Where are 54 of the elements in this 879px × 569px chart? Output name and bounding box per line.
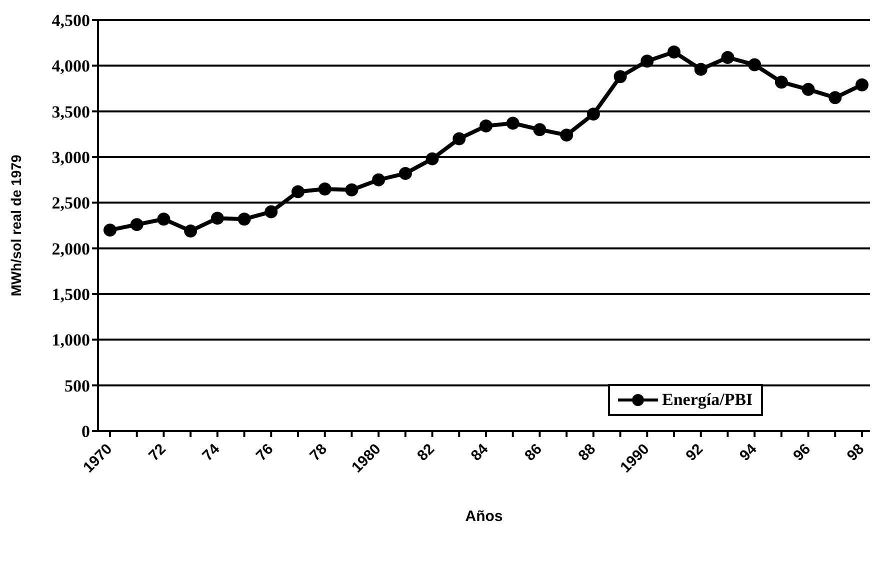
point <box>238 212 251 226</box>
point <box>157 212 170 226</box>
point <box>856 78 868 92</box>
point <box>506 116 520 130</box>
point <box>774 76 788 89</box>
y-tick-label: 1,000 <box>52 330 90 350</box>
point <box>398 166 412 180</box>
x-tick-label: 72 <box>146 440 170 464</box>
point <box>426 152 439 166</box>
y-tick-label: 1,500 <box>52 285 90 304</box>
y-tick-label: 500 <box>64 376 90 396</box>
point <box>533 123 546 136</box>
point <box>130 218 144 232</box>
y-tick-label: 3,000 <box>52 148 90 168</box>
y-tick-label: 2,000 <box>52 239 90 258</box>
point <box>721 50 734 64</box>
x-tick-label: 82 <box>414 440 438 464</box>
x-axis-title: Años <box>465 508 503 525</box>
point <box>264 205 278 218</box>
point <box>372 173 386 186</box>
x-tick-label: 96 <box>790 440 814 464</box>
x-tick-label: 78 <box>306 440 330 464</box>
x-tick-label: 84 <box>468 440 492 464</box>
point <box>640 54 654 68</box>
y-tick-label: 4,000 <box>52 56 90 76</box>
y-tick-label: 3,500 <box>52 102 90 122</box>
point <box>480 119 492 132</box>
point <box>560 128 574 142</box>
point <box>748 58 762 72</box>
point <box>828 91 842 104</box>
y-tick-label: 4,500 <box>52 11 90 30</box>
point <box>668 45 680 58</box>
legend-label: Energía/PBI <box>662 390 753 410</box>
point <box>104 224 116 237</box>
point <box>184 224 198 238</box>
y-tick-label: 2,500 <box>52 194 90 213</box>
point <box>614 70 627 84</box>
x-tick-label: 76 <box>252 440 277 464</box>
point <box>318 182 332 196</box>
y-tick-label: 0 <box>82 422 90 442</box>
x-tick-label: 74 <box>199 440 224 464</box>
point <box>345 183 358 196</box>
x-tick-label: 88 <box>575 440 600 464</box>
x-tick-label: 92 <box>682 440 706 464</box>
point <box>586 108 600 121</box>
y-axis-title: MWh/sol real de 1979 <box>8 154 24 296</box>
x-tick-label: 98 <box>844 440 868 464</box>
point <box>452 132 466 146</box>
point <box>210 212 224 225</box>
point <box>802 82 815 96</box>
x-tick-label: 86 <box>522 440 546 464</box>
point <box>694 62 708 76</box>
x-tick-label: 94 <box>736 440 761 464</box>
point <box>292 185 304 198</box>
